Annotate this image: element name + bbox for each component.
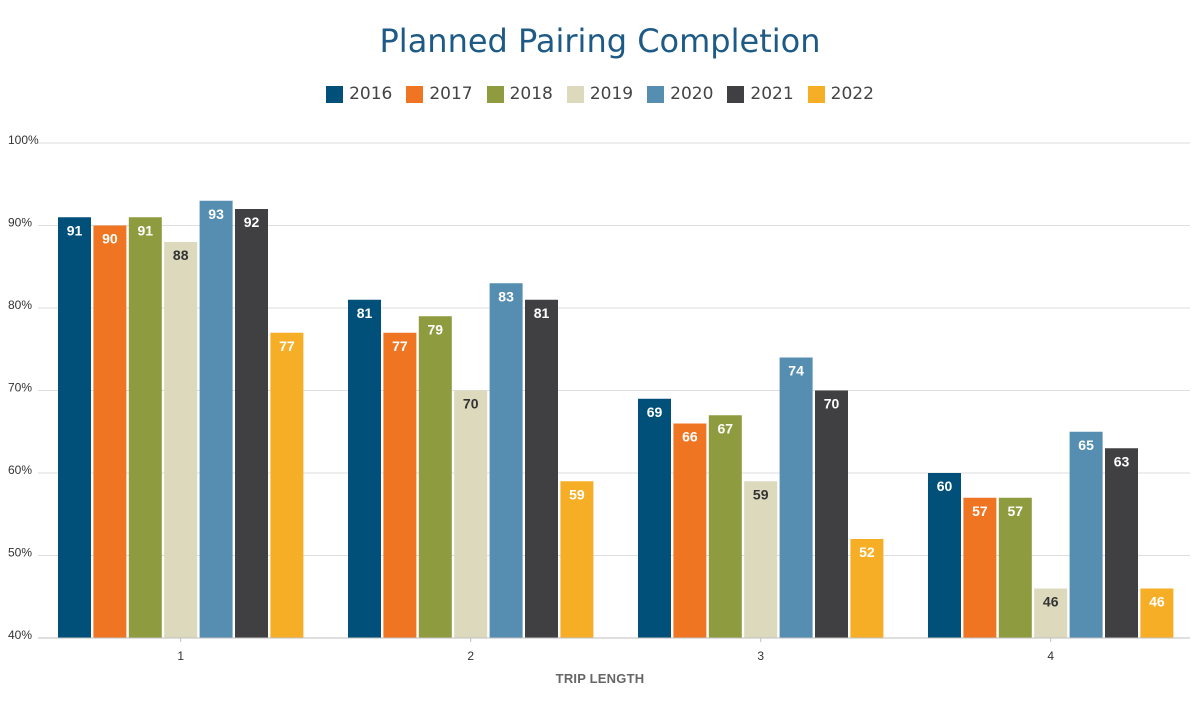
bars [58, 200, 1174, 638]
chart-title: Planned Pairing Completion [379, 22, 821, 60]
data-label: 46 [1043, 594, 1059, 610]
bar-2020-1 [199, 200, 233, 638]
data-label: 46 [1149, 594, 1165, 610]
x-tick-label: 2 [467, 649, 474, 663]
legend-item-2017: 2017 [406, 84, 473, 104]
x-tick-label: 4 [1047, 649, 1054, 663]
legend-swatch [326, 85, 344, 103]
x-tick-label: 3 [757, 649, 764, 663]
x-axis-ticks: 1 2 3 4 [177, 638, 1054, 663]
y-tick-label: 50% [8, 546, 32, 560]
data-label: 59 [753, 486, 769, 502]
legend-label: 2020 [670, 84, 714, 104]
bar-2018-3 [708, 415, 742, 638]
y-tick-label: 90% [8, 216, 32, 230]
legend-label: 2022 [830, 84, 874, 104]
data-label: 90 [102, 231, 118, 247]
legend-label: 2018 [509, 84, 553, 104]
bar-2016-1 [58, 217, 91, 638]
data-label: 63 [1114, 453, 1130, 469]
legend-item-2018: 2018 [486, 84, 553, 104]
data-label: 93 [208, 206, 224, 222]
legend-item-2016: 2016 [326, 84, 392, 104]
data-label: 57 [972, 503, 988, 519]
data-label: 65 [1078, 437, 1094, 453]
bar-2019-3 [744, 481, 778, 638]
bar-2017-4 [963, 497, 997, 638]
legend-item-2019: 2019 [566, 84, 634, 104]
data-label: 81 [357, 305, 373, 321]
data-label: 66 [682, 429, 698, 445]
bar-2020-4 [1069, 431, 1103, 638]
bar-2019-2 [454, 390, 488, 638]
bar-2016-2 [348, 299, 381, 638]
bar-2018-1 [128, 217, 162, 638]
legend-item-2022: 2022 [807, 84, 874, 104]
data-label: 57 [1008, 503, 1024, 519]
legend-swatch [406, 85, 424, 103]
bar-2019-4 [1034, 588, 1068, 638]
bar-2021-4 [1105, 448, 1138, 638]
bar-2021-1 [235, 209, 268, 638]
data-label: 77 [279, 338, 295, 354]
data-label: 52 [859, 544, 875, 560]
legend-label: 2016 [349, 84, 393, 104]
data-label: 88 [173, 247, 189, 263]
legend-swatch [486, 85, 504, 103]
data-label: 60 [937, 478, 953, 494]
data-label: 77 [392, 338, 408, 354]
y-tick-label: 60% [8, 463, 32, 477]
data-label: 91 [67, 222, 83, 238]
y-tick-label: 40% [8, 628, 32, 642]
legend-label: 2021 [750, 84, 794, 104]
data-label: 70 [463, 396, 479, 412]
x-axis-label: TRIP LENGTH [556, 671, 645, 686]
bar-2020-3 [779, 357, 813, 638]
bar-2022-2 [560, 481, 594, 638]
bar-2021-2 [525, 299, 558, 638]
data-label: 74 [788, 363, 804, 379]
data-label: 92 [244, 214, 260, 230]
legend: 2016 2017 2018 2019 2020 2021 2022 [0, 84, 1200, 104]
bar-2018-2 [418, 316, 452, 638]
legend-label: 2019 [589, 84, 634, 104]
legend-label: 2017 [429, 84, 473, 104]
y-tick-label: 100% [8, 133, 39, 147]
bar-2020-2 [489, 283, 523, 638]
y-axis-ticks: 40% 50% 60% 70% 80% 90% 100% [8, 133, 39, 642]
bar-2018-4 [998, 497, 1032, 638]
legend-swatch [807, 85, 825, 103]
bar-2021-3 [815, 390, 848, 638]
y-tick-label: 70% [8, 381, 32, 395]
legend-item-2020: 2020 [647, 84, 713, 104]
bar-2022-3 [850, 539, 884, 638]
bar-2016-4 [928, 473, 961, 638]
data-label: 81 [534, 305, 550, 321]
data-label: 79 [428, 321, 444, 337]
bar-2022-4 [1140, 588, 1174, 638]
bar-2017-2 [383, 332, 417, 638]
data-labels: 91 90 91 88 93 92 77 81 77 79 70 83 81 59 69 66 67 59 74 70… [67, 206, 1165, 610]
bar-2022-1 [270, 332, 304, 638]
bar-2017-3 [673, 423, 707, 638]
data-label: 83 [498, 288, 514, 304]
legend-swatch [647, 85, 665, 103]
legend-swatch [727, 85, 745, 103]
bar-2017-1 [93, 225, 127, 638]
data-label: 59 [569, 486, 585, 502]
bar-2019-1 [164, 242, 198, 638]
data-label: 69 [647, 404, 663, 420]
data-label: 91 [138, 222, 154, 238]
legend-item-2021: 2021 [727, 84, 794, 104]
bar-2016-3 [638, 398, 671, 638]
x-tick-label: 1 [177, 649, 184, 663]
legend-swatch [566, 85, 584, 103]
data-label: 67 [718, 420, 734, 436]
y-tick-label: 80% [8, 298, 32, 312]
data-label: 70 [824, 396, 840, 412]
